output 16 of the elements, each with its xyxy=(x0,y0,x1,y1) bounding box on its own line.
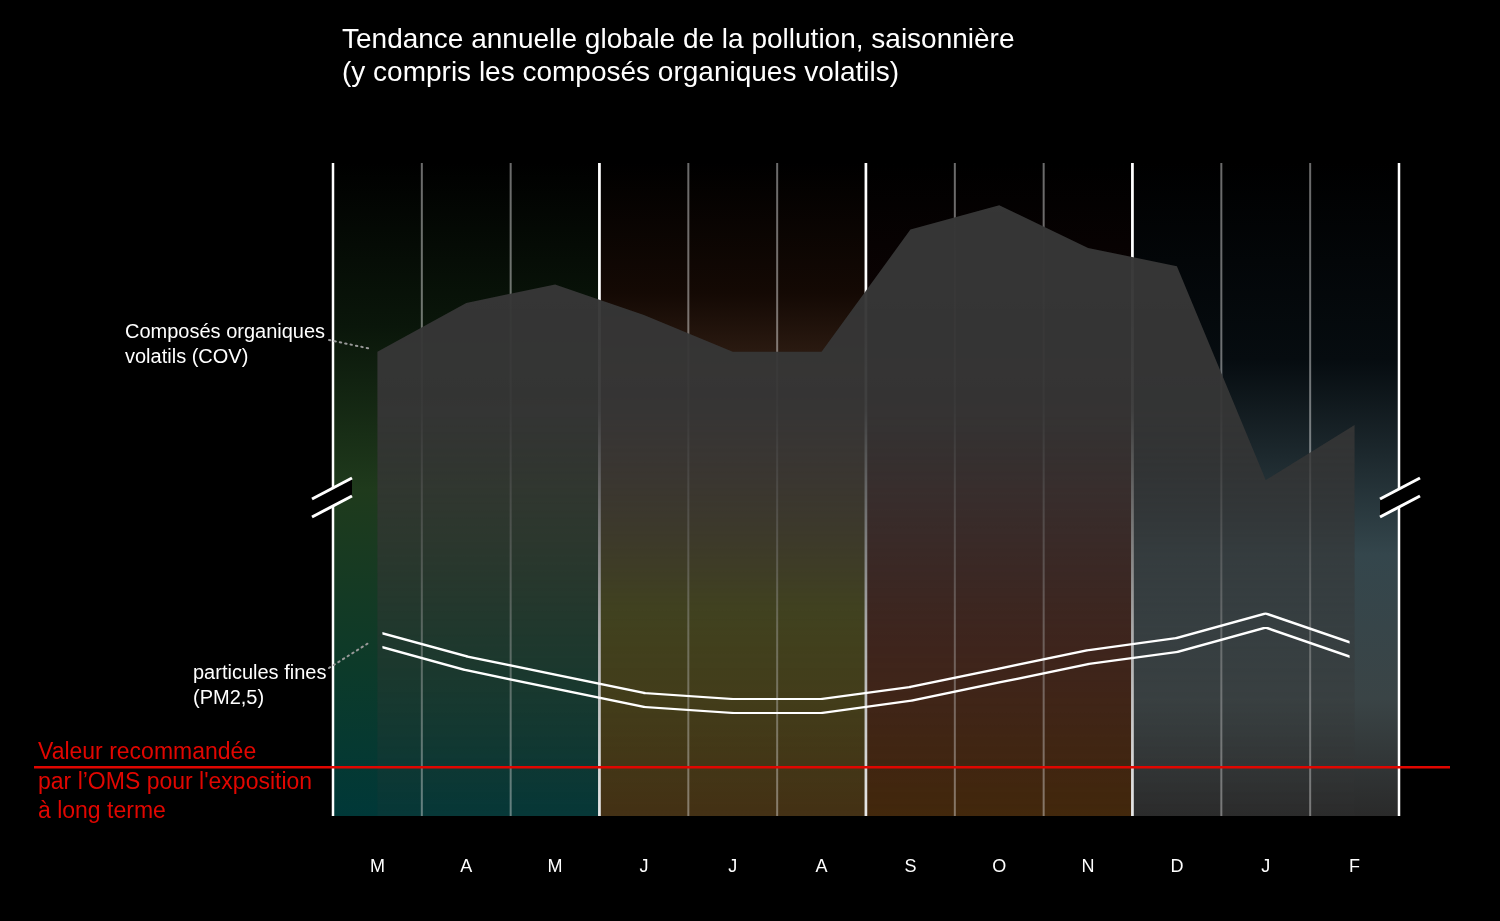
text: Composés organiques volatils (COV) xyxy=(125,319,327,369)
x-tick-label: J xyxy=(639,855,649,876)
x-tick-label: A xyxy=(815,855,828,876)
x-tick-label: M xyxy=(547,855,563,876)
x-tick-label: S xyxy=(904,855,917,876)
x-tick-label: O xyxy=(992,855,1007,876)
x-tick-label: N xyxy=(1081,855,1095,876)
chart-title: Tendance annuelle globale de la pollution, saisonnière (y compris les composés organiques volatils) xyxy=(342,22,1016,88)
ref-line-label: Valeur recommandée par l’OMS pour l'exposition à long terme xyxy=(38,737,313,826)
x-tick-label: M xyxy=(369,855,385,876)
x-tick-label: F xyxy=(1349,855,1361,876)
x-tick-label: D xyxy=(1170,855,1184,876)
x-tick-label: J xyxy=(728,855,738,876)
text: particules fines (PM2,5) xyxy=(193,660,328,710)
x-tick-label: A xyxy=(460,855,473,876)
x-tick-label: J xyxy=(1261,855,1271,876)
